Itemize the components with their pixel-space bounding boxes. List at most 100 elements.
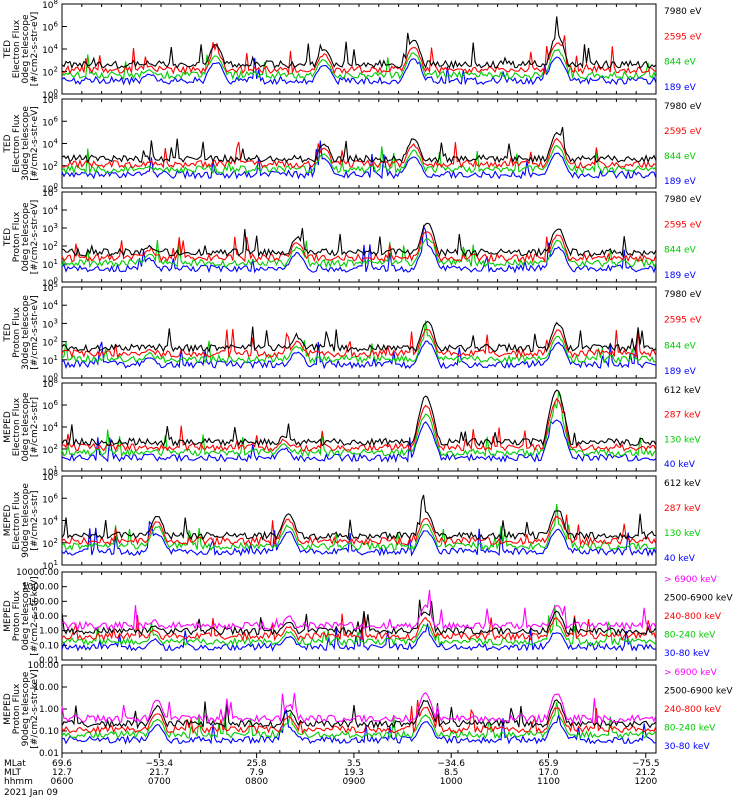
series-line: [61, 503, 657, 552]
legend-entry: 7980 eV: [664, 290, 702, 300]
y-tick-label: 1000.00: [22, 583, 59, 593]
y-axis-label: MEPED: [3, 411, 13, 443]
x-tick-label-hhmm: 0600: [51, 777, 74, 787]
date-label: 2021 Jan 09: [4, 788, 58, 798]
legend-entry: 287 keV: [664, 504, 701, 514]
y-axis-label: Electron Flux: [12, 397, 22, 456]
y-tick-label: 0.01: [39, 656, 59, 666]
x-axis-row-label: MLT: [4, 768, 22, 778]
x-tick-label-mlt: 17.0: [538, 768, 558, 778]
y-tick-label: 102: [42, 443, 58, 456]
series-line: [61, 48, 657, 81]
legend-entry: 30-80 keV: [664, 649, 710, 659]
x-tick-label-hhmm: 1000: [440, 777, 463, 787]
x-tick-label-mlat: −75.5: [632, 759, 660, 769]
x-axis-row-label: MLat: [4, 759, 26, 769]
series-line: [61, 390, 657, 458]
y-axis-label: Electron Flux: [12, 491, 22, 550]
legend-entry: 2595 eV: [664, 32, 702, 42]
legend-entry: 189 eV: [664, 367, 697, 377]
x-tick-label-hhmm: 0900: [342, 777, 365, 787]
legend-entry: 287 keV: [664, 411, 701, 421]
legend-entry: 2500-6900 keV: [664, 594, 733, 604]
y-axis-label: [#/cm2-s-str-keV]: [30, 576, 40, 655]
series-line: [61, 224, 657, 274]
y-tick-label: 104: [42, 43, 58, 56]
legend-entry: > 6900 keV: [664, 575, 718, 585]
legend-entry: 844 eV: [664, 341, 697, 351]
panel-frame: [61, 3, 657, 95]
x-tick-label-mlat: 25.8: [247, 759, 267, 769]
legend-entry: 2595 eV: [664, 127, 702, 137]
legend-entry: 80-240 keV: [664, 724, 716, 734]
y-tick-label: 104: [42, 515, 58, 528]
legend-entry: 189 eV: [664, 177, 697, 187]
y-axis-label: 30deg telescope: [21, 295, 31, 370]
series-line: [61, 699, 657, 730]
y-axis-label: Proton Flux: [12, 683, 22, 734]
x-tick-label-mlt: 12.7: [52, 768, 72, 778]
y-tick-label: 104: [42, 138, 58, 151]
legend-entry: 130 keV: [664, 529, 701, 539]
legend-entry: 80-240 keV: [664, 631, 716, 641]
x-tick-label-mlt: 7.9: [249, 768, 264, 778]
series-line: [61, 320, 657, 364]
series-line: [61, 623, 657, 652]
legend-entry: 240-800 keV: [664, 705, 722, 715]
legend-entry: 2595 eV: [664, 220, 702, 230]
y-tick-label: 104: [42, 204, 58, 217]
panel-7: 0.01 0.10 1.00 10.00 100.00 1000.00 10000.00 ME…: [3, 568, 733, 666]
legend-entry: 40 keV: [664, 460, 696, 470]
y-axis-label: MEPED: [3, 505, 13, 537]
legend-entry: > 6900 keV: [664, 668, 718, 678]
y-tick-label: 102: [42, 336, 58, 349]
y-tick-label: 100.00: [28, 661, 60, 671]
y-tick-label: 10000.00: [16, 568, 59, 578]
y-axis-label: [#/cm2-s-str-eV]: [30, 200, 40, 275]
y-axis-label: Proton Flux: [12, 307, 22, 358]
series-line: [61, 144, 657, 175]
series-line: [61, 231, 657, 264]
y-axis-label: MEPED: [3, 693, 13, 725]
x-tick-label-mlt: 8.5: [444, 768, 458, 778]
y-axis-label: MEPED: [3, 600, 13, 632]
legend-entry: 2500-6900 keV: [664, 687, 733, 697]
series-line: [61, 56, 657, 86]
series-line: [61, 126, 657, 164]
x-tick-label-mlat: 3.5: [347, 759, 361, 769]
y-axis-label: 90deg telescope: [21, 671, 31, 746]
x-tick-label-mlat: −53.4: [146, 759, 174, 769]
legend-entry: 189 eV: [664, 83, 697, 93]
series-line: [61, 389, 657, 447]
legend-entry: 2595 eV: [664, 316, 702, 326]
panel-frame: [61, 571, 657, 661]
y-axis-label: [#/cm2-s-str]: [30, 490, 40, 550]
y-axis-label: 0deg telescope: [21, 392, 31, 462]
y-axis-label: 30deg telescope: [21, 106, 31, 181]
y-tick-label: 102: [42, 66, 58, 79]
legend-entry: 7980 eV: [664, 102, 702, 112]
series-line: [61, 494, 657, 541]
y-axis-label: [#/cm2-s-str-eV]: [30, 12, 40, 87]
legend-entry: 612 keV: [664, 479, 701, 489]
y-tick-label: 106: [42, 115, 58, 128]
legend-entry: 7980 eV: [664, 7, 702, 17]
y-tick-label: 102: [42, 240, 58, 253]
series-line: [61, 691, 657, 724]
y-tick-label: 103: [42, 222, 58, 235]
legend-entry: 189 eV: [664, 271, 697, 281]
y-axis-label: TED: [3, 134, 13, 153]
y-axis-label: 0deg telescope: [21, 202, 31, 272]
x-tick-label-hhmm: 0800: [245, 777, 268, 787]
y-axis-label: [#/cm2-s-str-eV]: [30, 295, 40, 370]
legend-entry: 40 keV: [664, 554, 696, 564]
series-line: [61, 328, 657, 359]
series-line: [61, 340, 657, 370]
y-tick-label: 102: [42, 160, 58, 173]
legend-entry: 7980 eV: [664, 195, 702, 205]
series-line: [61, 16, 657, 70]
